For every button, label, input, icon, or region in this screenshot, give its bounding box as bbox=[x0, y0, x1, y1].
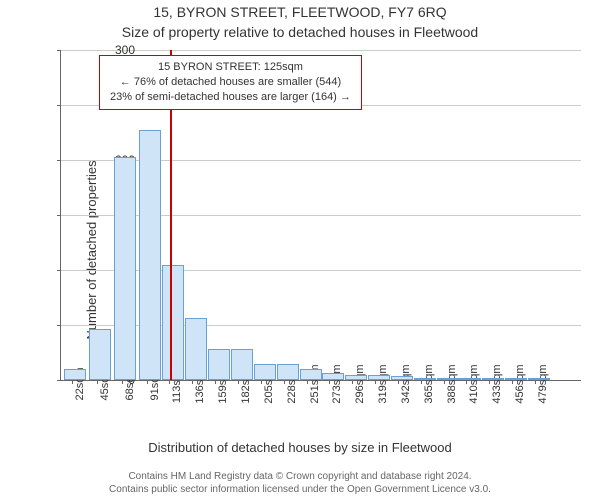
histogram-bar bbox=[345, 375, 367, 381]
histogram-bar bbox=[231, 349, 253, 380]
page-subtitle: Size of property relative to detached ho… bbox=[0, 24, 600, 40]
annotation-line1: 15 BYRON STREET: 125sqm bbox=[110, 60, 351, 75]
annotation-line2: ← 76% of detached houses are smaller (54… bbox=[110, 75, 351, 90]
chart-plot-area: 15 BYRON STREET: 125sqm ← 76% of detache… bbox=[60, 50, 581, 381]
histogram-bar bbox=[414, 378, 436, 380]
annotation-box: 15 BYRON STREET: 125sqm ← 76% of detache… bbox=[99, 55, 362, 110]
y-tick bbox=[57, 380, 61, 381]
footer-attribution: Contains HM Land Registry data © Crown c… bbox=[0, 467, 600, 500]
histogram-bar bbox=[208, 349, 230, 380]
histogram-bar bbox=[277, 364, 299, 381]
histogram-bar bbox=[162, 265, 184, 381]
histogram-bar bbox=[437, 378, 459, 380]
histogram-bar bbox=[368, 375, 390, 381]
footer-line2: Contains public sector information licen… bbox=[6, 484, 594, 497]
page-title-address: 15, BYRON STREET, FLEETWOOD, FY7 6RQ bbox=[0, 4, 600, 20]
histogram-bar bbox=[114, 157, 136, 380]
histogram-bar bbox=[185, 318, 207, 380]
histogram-bar bbox=[505, 378, 527, 380]
x-axis-label: Distribution of detached houses by size … bbox=[0, 440, 600, 455]
histogram-bar bbox=[89, 329, 111, 380]
histogram-bar bbox=[300, 369, 322, 380]
footer-line1: Contains HM Land Registry data © Crown c… bbox=[6, 471, 594, 484]
histogram-bar bbox=[482, 378, 504, 380]
histogram-bar bbox=[528, 378, 550, 380]
histogram-bar bbox=[391, 376, 413, 380]
histogram-bar bbox=[64, 369, 86, 380]
histogram-bar bbox=[139, 130, 161, 380]
histogram-bar bbox=[254, 364, 276, 381]
histogram-bar bbox=[322, 373, 344, 380]
annotation-line3: 23% of semi-detached houses are larger (… bbox=[110, 90, 351, 105]
histogram-bar bbox=[459, 378, 481, 380]
